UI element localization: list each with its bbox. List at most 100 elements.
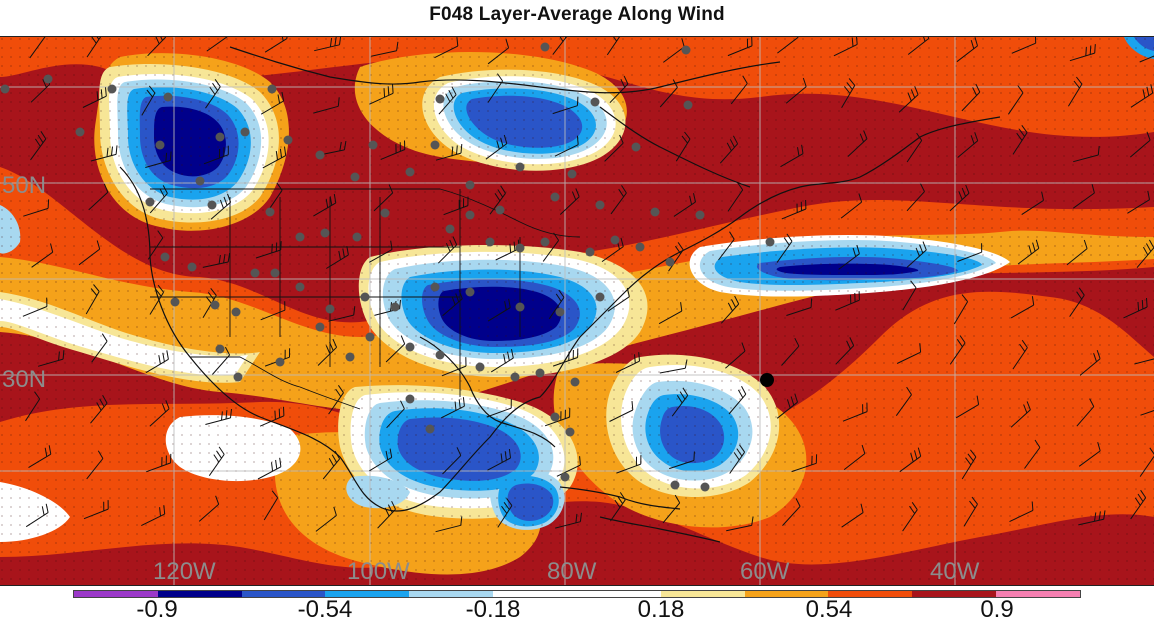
wind-barb	[260, 301, 286, 321]
wind-barb	[841, 78, 856, 109]
station-marker	[650, 207, 660, 217]
wind-barb	[263, 490, 279, 521]
station-marker	[445, 224, 455, 234]
station-marker	[565, 427, 575, 437]
station-marker	[540, 237, 550, 247]
wind-barb	[957, 243, 983, 262]
wind-barb	[83, 500, 109, 520]
wind-barb	[487, 449, 511, 471]
wind-barb	[322, 450, 341, 480]
wind-barb	[25, 503, 49, 528]
station-marker	[215, 344, 225, 354]
wind-barb	[490, 349, 514, 373]
wind-barb	[442, 290, 463, 317]
wind-barb	[727, 182, 744, 212]
station-marker	[595, 200, 605, 210]
wind-barb	[259, 406, 285, 427]
wind-barb	[37, 350, 65, 367]
wind-barb	[314, 37, 342, 52]
lon-label-120w: 120W	[153, 558, 216, 585]
storm-center-marker	[760, 373, 774, 387]
station-marker	[435, 350, 445, 360]
wind-barb	[1134, 358, 1154, 365]
coastlines	[119, 46, 1001, 543]
wind-barb	[1136, 239, 1154, 269]
station-marker	[365, 332, 375, 342]
wind-barb	[552, 96, 579, 115]
colorbar-label-neg-0-54: -0.54	[297, 596, 353, 622]
wind-barb	[559, 188, 580, 215]
wind-barb	[212, 346, 231, 375]
wind-barb	[1076, 398, 1095, 427]
station-marker	[465, 210, 475, 220]
wind-barb	[29, 37, 46, 59]
station-marker	[405, 167, 415, 177]
station-marker	[535, 368, 545, 378]
wind-barb	[776, 233, 793, 263]
colorbar-swatch-5	[493, 591, 577, 597]
wind-barb	[260, 92, 285, 115]
wind-barb	[369, 240, 393, 263]
colorbar-label-0-54: 0.54	[805, 596, 853, 622]
wind-barb	[371, 41, 399, 57]
wind-barb	[615, 352, 640, 373]
wind-barb	[782, 498, 801, 526]
wind-barb	[1012, 125, 1028, 155]
wind-barb	[907, 37, 930, 55]
colorbar-swatch-10	[912, 591, 997, 597]
station-marker	[145, 197, 155, 207]
station-marker	[540, 42, 550, 52]
wind-barb	[206, 37, 228, 52]
station-marker	[283, 135, 293, 145]
station-marker	[160, 252, 170, 262]
wind-barb	[548, 289, 565, 320]
wind-barb	[949, 335, 966, 365]
wind-barb	[486, 399, 512, 418]
wind-barb	[659, 359, 688, 374]
station-marker	[270, 268, 280, 278]
wind-barb	[955, 395, 980, 419]
wind-barb	[780, 144, 804, 168]
station-marker	[233, 372, 243, 382]
colorbar-swatch-1	[157, 591, 242, 597]
wind-barb	[25, 391, 41, 422]
station-marker	[350, 172, 360, 182]
wind-barb	[776, 393, 798, 419]
colorbar-swatch-2	[241, 591, 326, 597]
colorbar-label-0-9: 0.9	[980, 596, 1014, 622]
lon-label-80w: 80W	[547, 558, 597, 585]
wind-barb	[902, 280, 917, 311]
wind-barb	[718, 231, 735, 261]
wind-barb	[728, 386, 747, 415]
wind-barb	[1069, 287, 1085, 317]
wind-barb	[22, 297, 48, 317]
station-marker	[231, 307, 241, 317]
wind-barb	[1129, 131, 1151, 158]
map-frame: 120W 100W 80W 60W 40W 50N 30N	[0, 36, 1154, 586]
station-marker	[215, 132, 225, 142]
wind-barb	[85, 284, 100, 315]
wind-barb	[835, 337, 855, 365]
wind-barb	[1066, 239, 1088, 266]
station-marker	[555, 307, 565, 317]
colorbar-swatch-8	[744, 591, 829, 597]
wind-barb	[440, 397, 465, 419]
wind-barb	[205, 408, 232, 425]
wind-barb	[203, 145, 229, 165]
wind-barb	[1073, 146, 1100, 163]
station-marker	[380, 208, 390, 218]
wind-barb	[777, 37, 799, 54]
colorbar-swatch-9	[828, 591, 913, 597]
station-marker	[210, 300, 220, 310]
lon-label-40w: 40W	[930, 558, 980, 585]
station-marker	[635, 242, 645, 252]
wind-barb	[727, 37, 753, 57]
colorbar-swatch-11	[996, 591, 1080, 597]
wind-barb	[487, 73, 504, 103]
station-marker	[585, 247, 595, 257]
wind-barb	[210, 193, 232, 220]
station-marker	[435, 94, 445, 104]
wind-barb	[373, 184, 394, 212]
wind-barb	[487, 39, 510, 65]
station-marker	[325, 304, 335, 314]
